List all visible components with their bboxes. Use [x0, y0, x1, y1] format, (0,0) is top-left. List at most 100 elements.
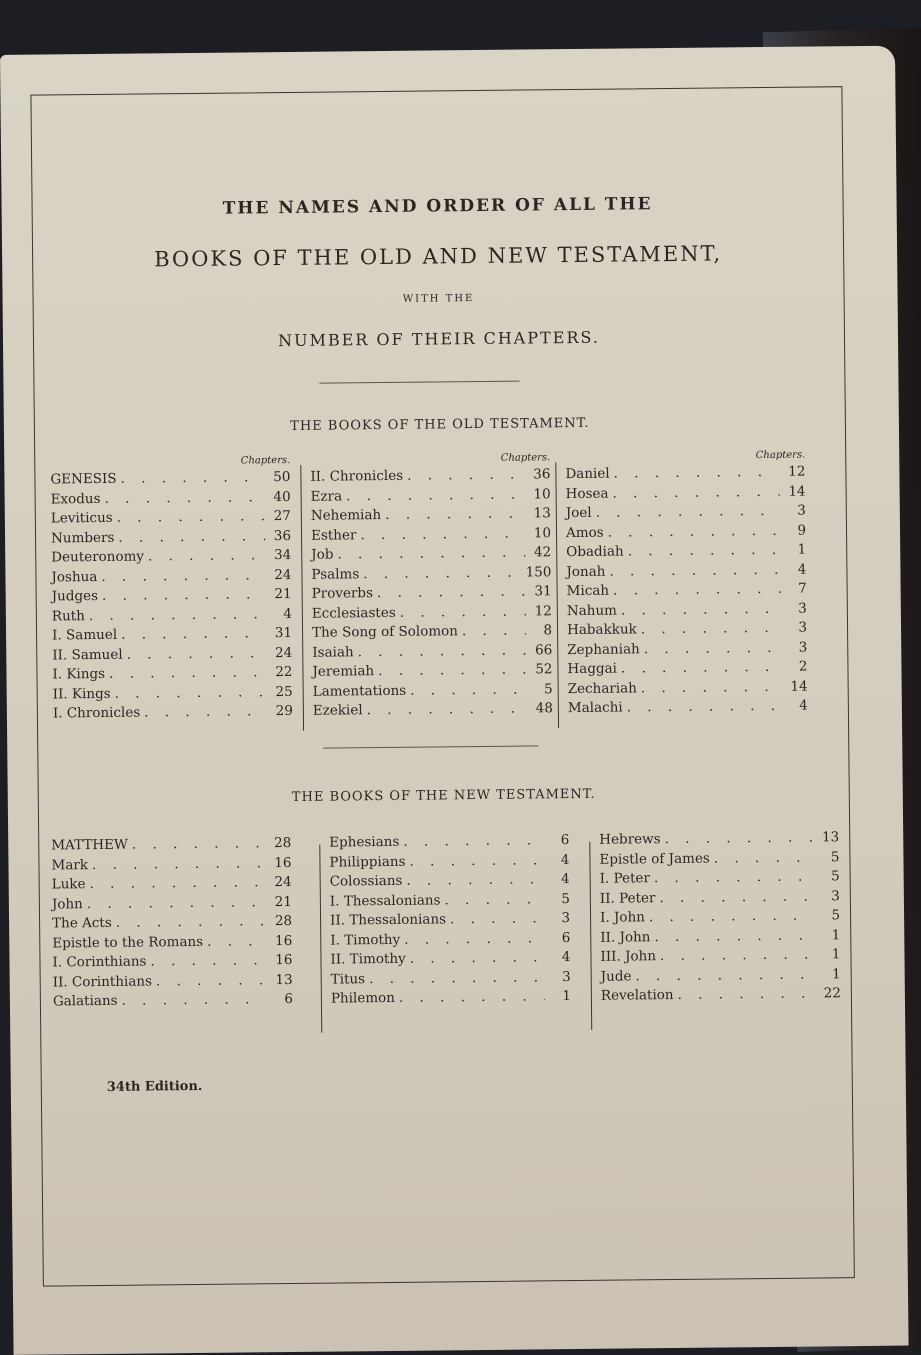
- leader-dots: [121, 469, 265, 487]
- chapter-count: 5: [830, 848, 840, 865]
- title-line-2: BOOKS OF THE OLD AND NEW TESTAMENT,: [153, 241, 723, 272]
- book-name: Ezra: [310, 487, 343, 505]
- leader-dots: [406, 871, 543, 888]
- leader-dots: [115, 684, 267, 702]
- leader-dots: [337, 545, 525, 563]
- chapter-count: 10: [533, 485, 551, 502]
- leader-dots: [369, 969, 545, 987]
- book-name: Ephesians: [329, 833, 400, 851]
- book-name: Numbers: [50, 529, 115, 546]
- chapter-count: 5: [830, 868, 840, 885]
- book-row: Philemon 1: [331, 988, 571, 1010]
- book-row: Epistle of James 5: [599, 849, 839, 871]
- leader-dots: [360, 525, 525, 543]
- book-row: I. Timothy 6: [330, 930, 570, 952]
- chapter-count: 24: [274, 873, 292, 891]
- book-name: Amos: [565, 524, 604, 541]
- book-row: Jonah 4: [566, 561, 806, 583]
- leader-dots: [628, 542, 781, 560]
- chapter-count: 4: [797, 561, 807, 578]
- chapter-count: 3: [798, 600, 807, 617]
- book-name: Isaiah: [312, 643, 354, 661]
- chapter-count: 14: [790, 678, 808, 695]
- old-testament-heading: THE BOOKS OF THE OLD TESTAMENT.: [290, 415, 590, 434]
- book-name: II. Kings: [52, 685, 111, 702]
- chapter-count: 24: [274, 566, 292, 583]
- leader-dots: [621, 600, 781, 618]
- leader-dots: [358, 642, 527, 660]
- book-row: Ezra 10: [311, 486, 551, 508]
- old-testament-column: Chapters.GENESIS50Exodus40Leviticus27Num…: [50, 455, 293, 725]
- chapter-count: 3: [831, 887, 840, 904]
- book-name: I. Corinthians: [52, 953, 147, 971]
- chapter-count: 3: [798, 619, 808, 636]
- leader-dots: [121, 625, 266, 643]
- chapter-count: 25: [275, 683, 293, 700]
- leader-dots: [635, 966, 814, 984]
- chapter-count: 31: [534, 583, 552, 600]
- book-name: Jeremiah: [312, 663, 375, 680]
- book-row: II. Samuel 24: [52, 644, 292, 666]
- book-name: Revelation: [600, 986, 674, 1004]
- title-line-4: NUMBER OF THEIR CHAPTERS.: [277, 327, 601, 351]
- leader-dots: [403, 832, 543, 849]
- chapter-count: 4: [560, 851, 570, 868]
- chapter-count: 1: [562, 988, 571, 1005]
- book-name: MATTHEW: [51, 836, 128, 854]
- leader-dots: [400, 603, 526, 620]
- book-name: I. Samuel: [51, 626, 118, 644]
- leader-dots: [677, 986, 814, 1003]
- leader-dots: [614, 464, 780, 482]
- book-row: Lamentations 5: [313, 681, 553, 703]
- book-name: Zephaniah: [567, 640, 640, 658]
- book-row: Zechariah 14: [568, 678, 808, 700]
- leader-dots: [87, 894, 266, 912]
- book-row: Leviticus 27: [51, 508, 291, 530]
- column-divider: [319, 844, 323, 1033]
- chapter-count: 66: [534, 641, 553, 658]
- leader-dots: [367, 701, 527, 719]
- leader-dots: [654, 927, 814, 945]
- book-row: II. Timothy 4: [330, 949, 570, 971]
- chapter-count: 1: [831, 926, 841, 943]
- book-name: II. John: [600, 928, 651, 946]
- book-row: Job 42: [311, 544, 551, 566]
- book-page: THE NAMES AND ORDER OF ALL THE BOOKS OF …: [0, 45, 909, 1355]
- chapter-count: 3: [797, 502, 806, 519]
- column-divider: [300, 464, 305, 731]
- chapter-count: 14: [788, 483, 806, 500]
- book-row: Psalms 150: [311, 564, 551, 586]
- book-row: Philippians 4: [329, 852, 569, 874]
- chapter-count: 52: [535, 661, 553, 678]
- leader-dots: [116, 913, 267, 931]
- leader-dots: [117, 508, 265, 526]
- book-name: Luke: [51, 876, 86, 893]
- book-name: The Acts: [52, 914, 112, 932]
- book-row: Hosea 14: [566, 483, 806, 505]
- book-name: III. John: [600, 948, 657, 965]
- chapter-count: 150: [525, 563, 552, 581]
- leader-dots: [404, 930, 544, 947]
- book-row: Ephesians 6: [329, 832, 569, 854]
- leader-dots: [156, 972, 267, 989]
- chapter-count: 3: [798, 639, 808, 656]
- book-row: Nehemiah 13: [311, 505, 551, 527]
- leader-dots: [654, 869, 814, 887]
- book-row: Titus 3: [331, 969, 571, 991]
- book-row: Mark 16: [51, 854, 291, 876]
- book-row: Colossians 4: [330, 871, 570, 893]
- book-name: Exodus: [50, 490, 101, 507]
- divider: [323, 745, 539, 749]
- leader-dots: [660, 947, 815, 965]
- book-row: MATTHEW 28: [51, 835, 291, 857]
- book-row: Proverbs 31: [312, 583, 552, 605]
- book-name: Ruth: [51, 607, 85, 624]
- book-name: II. Timothy: [330, 950, 406, 968]
- book-row: Joshua 24: [51, 566, 291, 588]
- book-name: Obadiah: [566, 543, 624, 561]
- chapter-count: 5: [543, 680, 553, 697]
- chapter-count: 1: [797, 541, 807, 558]
- book-row: Micah 7: [567, 581, 807, 603]
- book-name: II. Chronicles: [310, 467, 404, 485]
- book-row: II. John 1: [600, 927, 840, 949]
